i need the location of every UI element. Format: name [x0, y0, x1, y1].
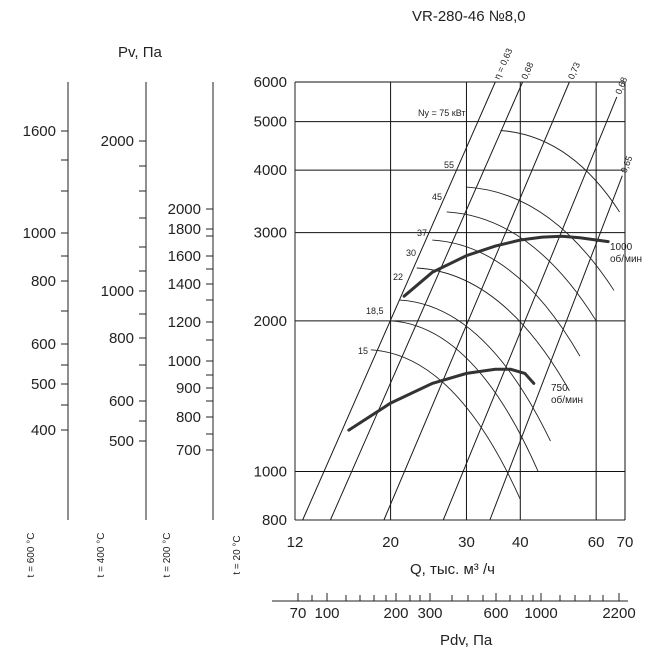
temp-tick-label: 1000	[23, 225, 56, 242]
pdv-tick-label: 2200	[602, 605, 635, 622]
efficiency-line	[329, 81, 524, 521]
y-tick-label: 800	[262, 512, 287, 529]
temp-tick-label: 900	[176, 380, 201, 397]
temp-tick-label: 600	[31, 336, 56, 353]
power-label: 22	[393, 272, 403, 282]
power-curve	[432, 239, 581, 357]
speed-curves	[347, 234, 610, 432]
bottom-axis-label: Pdv, Па	[440, 632, 493, 649]
efficiency-label: 0,65	[619, 154, 635, 174]
temp-tick-label: 800	[109, 330, 134, 347]
x-axis-label: Q, тыс. м³ /ч	[410, 561, 495, 578]
series-1000rpm-line	[402, 234, 610, 298]
grid-layer	[294, 81, 626, 521]
efficiency-lines	[302, 81, 623, 521]
temp-tick-label: 2000	[168, 201, 201, 218]
pdv-tick-label: 600	[483, 605, 508, 622]
temp-tick-label: 500	[31, 376, 56, 393]
temp-tick-label: 1600	[168, 248, 201, 265]
temp-tick-label: 1800	[168, 221, 201, 238]
left-axis-title: Pv, Па	[118, 44, 163, 61]
efficiency-line	[302, 81, 496, 521]
series-label: 1000	[610, 242, 633, 253]
temp-axis-label: t = 400 °C	[96, 533, 107, 578]
temp-tick-label: 1000	[168, 353, 201, 370]
efficiency-line	[489, 175, 623, 521]
power-curve	[390, 320, 539, 472]
power-label: 45	[432, 192, 442, 202]
power-curve	[370, 349, 521, 500]
series-label: об/мин	[610, 253, 642, 265]
power-label: 30	[406, 248, 416, 258]
efficiency-label: η = 0,63	[492, 47, 514, 81]
temp-tick-label: 2000	[101, 133, 134, 150]
power-label: 15	[358, 346, 368, 356]
power-label: 37	[417, 228, 427, 238]
pdv-tick-label: 100	[314, 605, 339, 622]
y-tick-label: 3000	[254, 225, 287, 242]
temp-tick-label: 400	[31, 422, 56, 439]
efficiency-label: 0,73	[566, 61, 582, 81]
temp-axis-label: t = 200 °C	[162, 533, 173, 578]
temp-tick-label: 1200	[168, 314, 201, 331]
x-tick-label: 20	[382, 534, 399, 551]
efficiency-label: 0,68	[519, 61, 535, 81]
temp-axis-label: t = 20 °C	[232, 535, 243, 574]
power-label: Nу = 75 кВт	[418, 108, 466, 118]
x-tick-label: 40	[512, 534, 529, 551]
temp-tick-label: 500	[109, 433, 134, 450]
power-label: 55	[444, 160, 454, 170]
temp-tick-label: 800	[176, 409, 201, 426]
axes-layer	[61, 82, 628, 602]
temp-tick-label: 600	[109, 393, 134, 410]
series-750rpm-line	[347, 367, 536, 432]
power-curves	[370, 130, 620, 500]
pdv-tick-label: 1000	[524, 605, 557, 622]
y-tick-label: 6000	[254, 74, 287, 91]
temp-tick-label: 1400	[168, 276, 201, 293]
y-tick-label: 5000	[254, 114, 287, 131]
power-label: 18,5	[366, 306, 384, 316]
efficiency-line	[383, 81, 570, 521]
series-label: 750	[551, 383, 568, 394]
x-tick-label: 60	[588, 534, 605, 551]
x-tick-label: 12	[287, 534, 304, 551]
pdv-tick-label: 300	[417, 605, 442, 622]
y-tick-label: 1000	[254, 463, 287, 480]
x-tick-label: 70	[617, 534, 634, 551]
power-curve	[500, 130, 620, 213]
x-tick-label: 30	[458, 534, 475, 551]
efficiency-line	[442, 96, 618, 521]
pdv-tick-label: 200	[383, 605, 408, 622]
temp-axis-label: t = 600 °C	[26, 533, 37, 578]
temp-tick-label: 1000	[101, 283, 134, 300]
series-label: об/мин	[551, 394, 583, 406]
power-curve	[399, 299, 551, 442]
power-curve	[446, 211, 597, 322]
y-tick-label: 4000	[254, 162, 287, 179]
temp-tick-label: 1600	[23, 123, 56, 140]
temp-tick-label: 700	[176, 442, 201, 459]
efficiency-label: 0,68	[613, 76, 629, 96]
chart-title: VR-280-46 №8,0	[412, 8, 526, 25]
temp-tick-label: 800	[31, 273, 56, 290]
y-tick-label: 2000	[254, 313, 287, 330]
power-curve	[466, 186, 615, 291]
pdv-tick-label: 70	[290, 605, 307, 622]
